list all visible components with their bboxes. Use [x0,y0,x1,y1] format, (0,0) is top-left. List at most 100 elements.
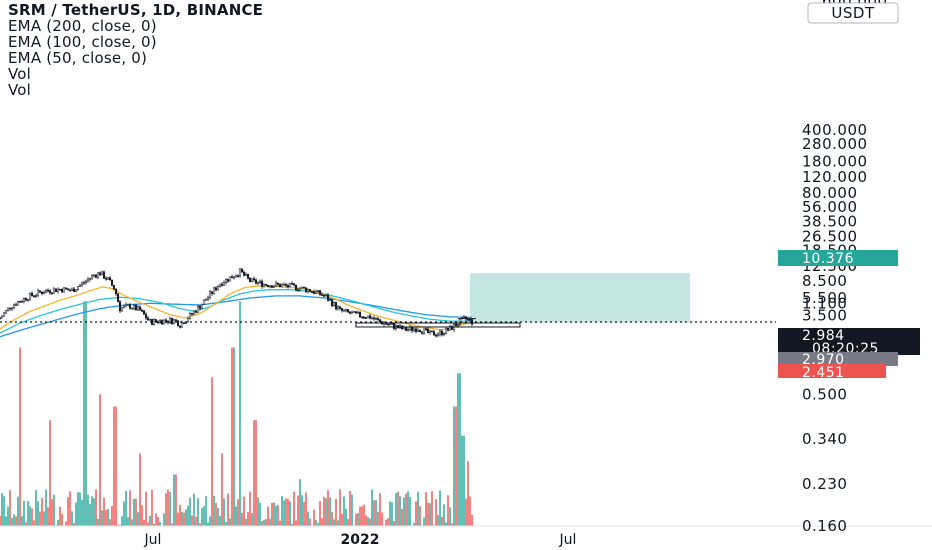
candle-body [228,276,232,282]
volume-bar [59,506,61,526]
position-zones[interactable] [470,273,690,323]
volume-bar [395,493,397,526]
candle-body [336,306,340,310]
volume-bar [91,496,93,526]
volume-bar [251,513,253,526]
candle-body [220,283,224,286]
ema50-line [0,285,473,331]
candle-body [446,327,450,331]
volume-bar [137,512,139,526]
volume-bar [463,435,465,526]
volume-tick-label: 1.100 [802,294,847,312]
volume-bar [111,505,113,526]
volume-bar [195,516,197,526]
candle-body [76,286,80,290]
candle-body [52,288,56,294]
currency-badge[interactable] [807,2,899,24]
time-tick-label: Jul [559,532,577,548]
candle-body [468,318,472,321]
volume-bar [315,519,317,526]
volume-bar [347,518,349,526]
volume-bar [453,406,455,526]
volume-bar [123,501,125,526]
candle-body [156,321,160,323]
volume-bar [135,498,137,526]
volume-bar [19,347,21,526]
volume-bar [305,492,307,526]
volume-bar [193,493,195,526]
chart-legend: SRM / TetherUS, 1D, BINANCE EMA (200, cl… [8,2,263,98]
price-axis[interactable]: 600.000 USDT 400.000280.000180.000120.00… [802,0,899,325]
volume-bar [33,520,35,526]
volume-bar [113,406,115,526]
volume-bar [403,497,405,526]
candle-body [364,317,368,319]
candle-body [294,284,298,290]
candle-body [188,313,192,319]
volume-bar [379,493,381,526]
vol-legend-2[interactable]: Vol [8,81,32,99]
volume-bar [257,497,259,526]
candle-body [430,330,434,333]
candle-body [40,291,44,294]
volume-bar [223,498,225,526]
volume-bar [73,523,75,526]
ema200-legend[interactable]: EMA (200, close, 0) [8,17,157,35]
volume-bar [189,497,191,526]
volume-bar [239,301,241,526]
candle-body [136,306,140,311]
volume-bar [109,519,111,526]
candle-body [300,286,304,289]
candle-body [28,292,32,301]
candle-body [258,280,262,283]
volume-bar [253,420,255,526]
volume-bar [381,512,383,526]
candle-body [244,274,248,276]
candle-body [90,274,94,279]
volume-bar [227,493,229,526]
volume-bar [287,498,289,526]
volume-bar [407,491,409,526]
candle-body [168,318,172,323]
ema50-legend[interactable]: EMA (50, close, 0) [8,49,148,67]
candle-body [166,320,170,323]
candle-body [230,276,234,279]
volume-bar [241,512,243,526]
volume-bar [387,518,389,526]
candle-body [378,319,382,322]
candle-body [22,297,26,302]
candle-body [264,284,268,286]
candle-body [288,283,292,288]
candle-body [66,288,70,291]
candle-body [436,333,440,336]
ema100-legend[interactable]: EMA (100, close, 0) [8,33,157,51]
volume-bar [345,509,347,526]
volume-bar [145,491,147,526]
candle-body [296,289,300,291]
candle-body [34,295,38,297]
candle-body [386,323,390,326]
profit-zone [470,273,690,323]
volume-bar [357,512,359,526]
candle-body [404,326,408,331]
time-axis[interactable]: Jul 2022 Jul [144,532,577,548]
volume-bar [219,516,221,526]
volume-bar [29,506,31,526]
volume-bar [427,502,429,526]
candle-body [268,285,272,288]
candle-body [462,316,466,319]
candle-body [148,319,152,321]
candle-body [456,324,460,327]
volume-bar [413,522,415,526]
candle-body [342,310,346,312]
volume-bar [423,517,425,526]
volume-bar [279,520,281,526]
volume-bar [57,519,59,526]
vol-legend-1[interactable]: Vol [8,65,32,83]
candle-body [154,319,158,322]
symbol-title[interactable]: SRM / TetherUS, 1D, BINANCE [8,1,264,19]
ema200-line [0,295,472,338]
candle-body [198,305,202,309]
candle-body [194,310,198,313]
